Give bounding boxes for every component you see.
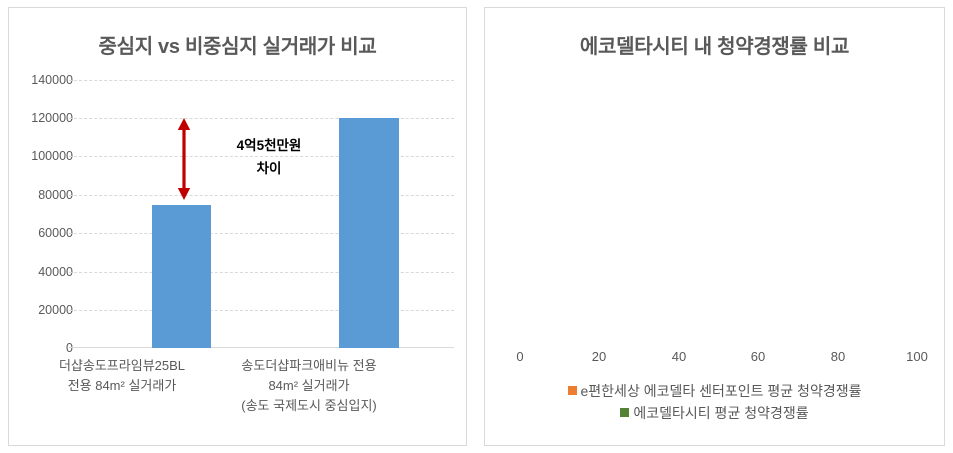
gridline-100000: [69, 156, 454, 157]
right-chart-title: 에코델타시티 내 청약경쟁률 비교: [579, 36, 850, 58]
legend-swatch-orange-icon: [567, 386, 577, 395]
difference-annotation-line2: 차이: [256, 160, 282, 176]
legend-item-center-point[interactable]: e편한세상 에코델타 센터포인트 평균 청약경쟁률: [485, 380, 944, 402]
legend-item-ecodelta-average[interactable]: 에코델타시티 평균 청약경쟁률: [485, 402, 944, 424]
gridline-20000: [69, 310, 454, 311]
left-category-label-2: 송도더샵파크애비뉴 전용 84m² 실거래가 (송도 국제도시 중심입지): [234, 356, 384, 416]
left-ytick-0: 0: [66, 341, 73, 355]
chart-panel-left: 중심지 vs 비중심지 실거래가 비교 140000 120000 100000…: [8, 7, 467, 446]
column-bar-2[interactable]: [339, 118, 399, 348]
left-plot-area: [69, 80, 454, 348]
difference-annotation-line1: 4억5천만원: [236, 138, 302, 153]
left-ytick-60000: 60000: [38, 226, 73, 240]
left-ytick-120000: 120000: [31, 111, 73, 125]
left-category-label-1: 더샵송도프라임뷰25BL 전용 84m² 실거래가: [51, 356, 193, 396]
right-xtick-100: 100: [906, 349, 928, 364]
gridline-120000: [69, 118, 454, 119]
right-xtick-60: 60: [750, 349, 766, 364]
gridline-60000: [69, 233, 454, 234]
right-xtick-20: 20: [591, 349, 607, 364]
legend-label-ecodelta-average: 에코델타시티 평균 청약경쟁률: [633, 405, 809, 422]
gridline-80000: [69, 195, 454, 196]
left-category-1-line1: 더샵송도프라임뷰25BL: [58, 358, 186, 373]
left-axis-baseline: [69, 347, 454, 348]
left-category-2-line1: 송도더샵파크애비뉴 전용: [241, 358, 377, 373]
left-ytick-140000: 140000: [31, 73, 73, 87]
gridline-140000: [69, 80, 454, 81]
right-xtick-80: 80: [830, 349, 846, 364]
left-ytick-20000: 20000: [38, 303, 73, 317]
left-chart-title: 중심지 vs 비중심지 실거래가 비교: [98, 36, 377, 58]
right-xtick-40: 40: [671, 349, 687, 364]
difference-annotation-text: 4억5천만원 차이: [199, 135, 339, 181]
right-chart-legend: e편한세상 에코델타 센터포인트 평균 청약경쟁률 에코델타시티 평균 청약경쟁…: [485, 380, 944, 425]
left-ytick-40000: 40000: [38, 265, 73, 279]
left-ytick-80000: 80000: [38, 188, 73, 202]
left-category-2-line2: 84m² 실거래가: [268, 378, 350, 394]
legend-label-center-point: e편한세상 에코델타 센터포인트 평균 청약경쟁률: [580, 383, 862, 399]
legend-swatch-green-icon: [620, 408, 630, 418]
column-bar-1[interactable]: [152, 205, 211, 348]
gridline-40000: [69, 272, 454, 273]
left-ytick-100000: 100000: [31, 149, 73, 163]
chart-panel-right: 에코델타시티 내 청약경쟁률 비교 1 중심입지 평균 79.9대 1 19.5…: [484, 7, 945, 446]
right-xtick-0: 0: [516, 349, 524, 364]
left-category-1-line2: 전용 84m² 실거래가: [67, 378, 177, 394]
left-category-2-line3: (송도 국제도시 중심입지): [241, 398, 377, 414]
difference-arrow: [176, 118, 192, 200]
